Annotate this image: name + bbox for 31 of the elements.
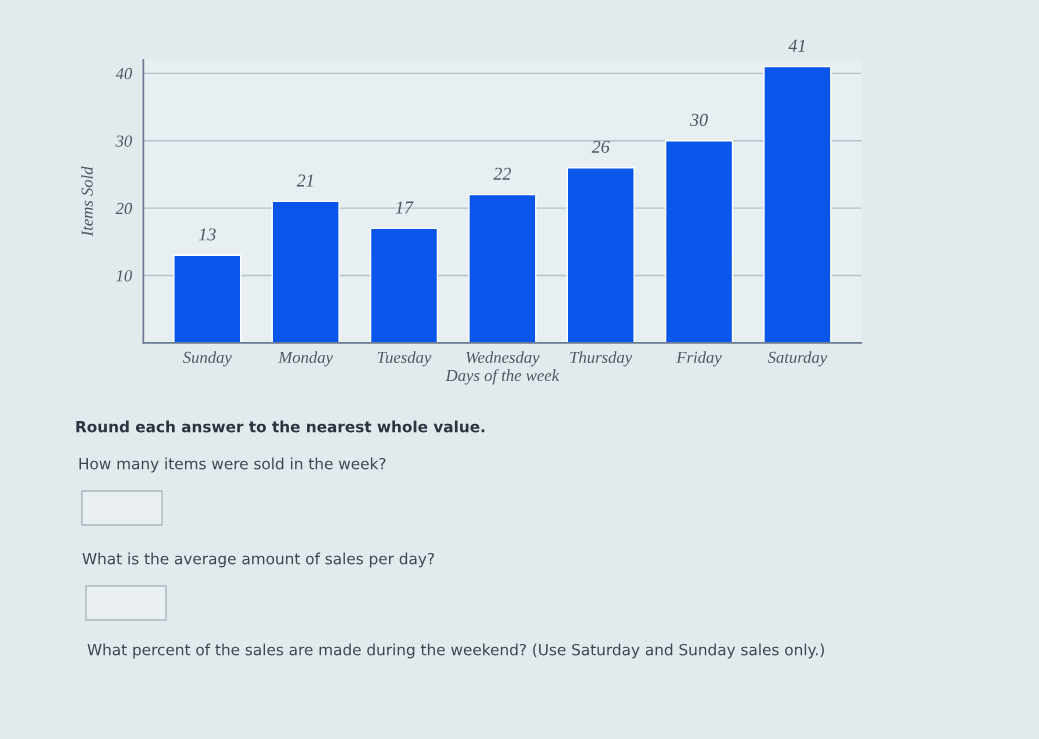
data-label: 22	[493, 167, 511, 180]
bar	[369, 227, 439, 343]
text: How many items were sold in the week?	[79, 457, 386, 473]
text: Round each answer to the nearest whole value.	[76, 420, 485, 433]
x-tick-label: Friday	[676, 351, 722, 367]
y-tick-label: 10	[116, 270, 133, 282]
y-tick-label: 40	[115, 68, 133, 80]
y-axis-title: Items Sold	[81, 166, 93, 237]
bar	[271, 200, 340, 343]
x-axis-title: Days of the week	[445, 369, 560, 385]
x-tick-label: Sunday	[182, 351, 232, 367]
data-label: 26	[591, 140, 610, 153]
x-tick-label: Monday	[278, 351, 333, 367]
data-label: 13	[198, 228, 216, 241]
bar	[566, 166, 635, 343]
data-label: 41	[788, 39, 805, 52]
x-tick-label: Tuesday	[377, 351, 432, 367]
text: What percent of the sales are made during the weekend? (Use Saturday and Sunday sales only.)	[87, 643, 824, 659]
y-tick-label: 30	[115, 135, 133, 147]
x-tick-label: Saturday	[767, 351, 828, 367]
text: What is the average amount of sales per day?	[82, 552, 434, 568]
bar	[173, 254, 242, 343]
data-label: 17	[395, 201, 414, 214]
bar	[763, 65, 832, 343]
x-tick-label: Wednesday	[466, 351, 540, 367]
bar	[468, 193, 537, 343]
y-tick-label: 20	[115, 202, 133, 215]
data-label: 21	[296, 174, 313, 187]
data-label: 30	[690, 113, 708, 126]
bar	[664, 140, 734, 343]
x-tick-label: Thursday	[570, 351, 633, 367]
